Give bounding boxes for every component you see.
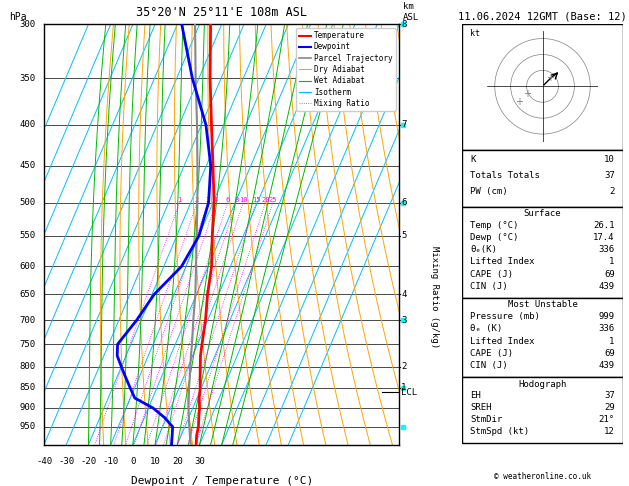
Text: θₑ(K): θₑ(K) xyxy=(470,245,497,255)
Text: EH: EH xyxy=(470,391,481,400)
Text: 336: 336 xyxy=(599,245,615,255)
Text: 26.1: 26.1 xyxy=(593,221,615,230)
Text: -20: -20 xyxy=(81,457,96,466)
Text: StmSpd (kt): StmSpd (kt) xyxy=(470,427,530,436)
Text: CIN (J): CIN (J) xyxy=(470,281,508,291)
Text: 0: 0 xyxy=(130,457,136,466)
Text: Lifted Index: Lifted Index xyxy=(470,336,535,346)
Text: 20: 20 xyxy=(172,457,182,466)
Text: 650: 650 xyxy=(19,290,35,299)
Text: 1: 1 xyxy=(610,258,615,266)
Legend: Temperature, Dewpoint, Parcel Trajectory, Dry Adiabat, Wet Adiabat, Isotherm, Mi: Temperature, Dewpoint, Parcel Trajectory… xyxy=(296,28,396,111)
Text: 4: 4 xyxy=(214,197,218,203)
Text: 8: 8 xyxy=(401,20,406,29)
Text: -40: -40 xyxy=(36,457,52,466)
Text: 10: 10 xyxy=(604,155,615,164)
Text: 10: 10 xyxy=(150,457,160,466)
Text: 950: 950 xyxy=(19,422,35,431)
Text: 336: 336 xyxy=(599,324,615,333)
Text: 900: 900 xyxy=(19,403,35,413)
Text: 550: 550 xyxy=(19,231,35,241)
Text: 17.4: 17.4 xyxy=(593,233,615,243)
Text: 450: 450 xyxy=(19,161,35,171)
Text: 2: 2 xyxy=(195,197,199,203)
Text: 1: 1 xyxy=(177,197,182,203)
Text: 69: 69 xyxy=(604,349,615,358)
Text: 35°20'N 25°11'E 108m ASL: 35°20'N 25°11'E 108m ASL xyxy=(136,6,307,19)
Text: -10: -10 xyxy=(103,457,119,466)
Text: 439: 439 xyxy=(599,361,615,370)
Bar xyxy=(462,297,623,378)
Text: 1: 1 xyxy=(401,383,406,392)
Text: 2: 2 xyxy=(610,187,615,196)
Bar xyxy=(462,151,623,207)
Text: +: + xyxy=(547,73,555,84)
Text: 700: 700 xyxy=(19,315,35,325)
Text: -30: -30 xyxy=(58,457,74,466)
Text: Most Unstable: Most Unstable xyxy=(508,300,577,309)
Text: Hodograph: Hodograph xyxy=(518,380,567,388)
Text: 69: 69 xyxy=(604,270,615,278)
Text: 439: 439 xyxy=(599,281,615,291)
Text: Dewpoint / Temperature (°C): Dewpoint / Temperature (°C) xyxy=(131,476,313,486)
Text: 37: 37 xyxy=(604,391,615,400)
Text: kt: kt xyxy=(470,29,481,37)
Text: hPa: hPa xyxy=(9,12,27,22)
Text: StmDir: StmDir xyxy=(470,415,503,424)
Text: 500: 500 xyxy=(19,198,35,207)
Text: 1: 1 xyxy=(610,336,615,346)
Bar xyxy=(462,207,623,297)
Text: km
ASL: km ASL xyxy=(403,2,419,22)
Text: 850: 850 xyxy=(19,383,35,392)
Text: +: + xyxy=(515,97,523,107)
Text: 7: 7 xyxy=(401,120,406,129)
Text: +: + xyxy=(523,89,531,99)
Text: 6: 6 xyxy=(401,198,406,207)
Text: CAPE (J): CAPE (J) xyxy=(470,270,513,278)
Text: 300: 300 xyxy=(19,20,35,29)
Text: 20: 20 xyxy=(261,197,270,203)
Text: Pressure (mb): Pressure (mb) xyxy=(470,312,540,321)
Text: 11.06.2024 12GMT (Base: 12): 11.06.2024 12GMT (Base: 12) xyxy=(458,12,627,22)
Text: 750: 750 xyxy=(19,340,35,349)
Text: PW (cm): PW (cm) xyxy=(470,187,508,196)
Text: SREH: SREH xyxy=(470,403,492,412)
Text: 2: 2 xyxy=(401,362,406,371)
Text: LCL: LCL xyxy=(401,387,417,397)
Text: 6: 6 xyxy=(226,197,230,203)
Text: 3: 3 xyxy=(206,197,210,203)
Text: Lifted Index: Lifted Index xyxy=(470,258,535,266)
Text: 3: 3 xyxy=(401,315,406,325)
Text: CAPE (J): CAPE (J) xyxy=(470,349,513,358)
Text: 10: 10 xyxy=(239,197,247,203)
Text: 21°: 21° xyxy=(599,415,615,424)
Text: 5: 5 xyxy=(401,231,406,241)
Text: 29: 29 xyxy=(604,403,615,412)
Text: 350: 350 xyxy=(19,73,35,83)
Text: Dewp (°C): Dewp (°C) xyxy=(470,233,519,243)
Text: θₑ (K): θₑ (K) xyxy=(470,324,503,333)
Text: K: K xyxy=(470,155,476,164)
Text: 600: 600 xyxy=(19,262,35,271)
Text: 15: 15 xyxy=(252,197,260,203)
Text: 400: 400 xyxy=(19,120,35,129)
Text: 30: 30 xyxy=(194,457,205,466)
Text: Totals Totals: Totals Totals xyxy=(470,171,540,180)
Text: 37: 37 xyxy=(604,171,615,180)
Text: 8: 8 xyxy=(234,197,238,203)
Text: 12: 12 xyxy=(604,427,615,436)
Text: Mixing Ratio (g/kg): Mixing Ratio (g/kg) xyxy=(430,246,438,348)
Text: © weatheronline.co.uk: © weatheronline.co.uk xyxy=(494,472,591,481)
Text: 800: 800 xyxy=(19,362,35,371)
Text: Surface: Surface xyxy=(524,209,561,218)
Text: Temp (°C): Temp (°C) xyxy=(470,221,519,230)
Bar xyxy=(462,378,623,443)
Text: 999: 999 xyxy=(599,312,615,321)
Text: 4: 4 xyxy=(401,290,406,299)
Text: CIN (J): CIN (J) xyxy=(470,361,508,370)
Bar xyxy=(462,24,623,151)
Text: 25: 25 xyxy=(269,197,277,203)
